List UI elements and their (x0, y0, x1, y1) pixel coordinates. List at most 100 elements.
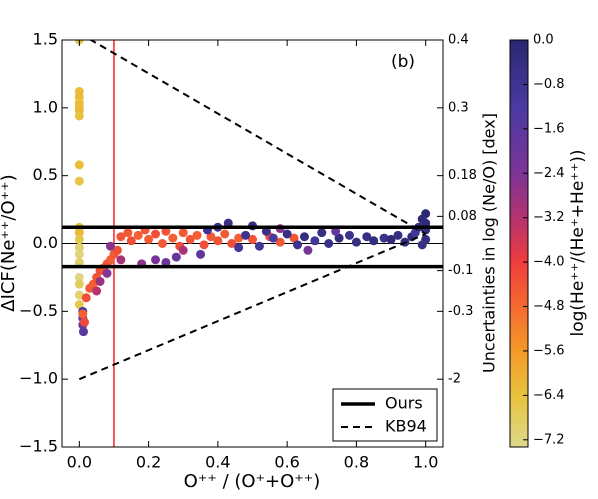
y2-tick-label: -2 (448, 372, 461, 387)
point (379, 233, 389, 243)
y2-tick-label: 0.3 (448, 100, 469, 115)
colorbar-tick-label: −4.8 (533, 299, 565, 314)
legend-label: Ours (385, 394, 423, 413)
point (310, 236, 320, 246)
colorbar-tick-label: −0.8 (533, 77, 565, 92)
point (289, 233, 299, 243)
point (275, 237, 285, 247)
colorbar-tick-label: −4.0 (533, 255, 565, 270)
point (151, 229, 161, 239)
y2-tick-label: -0.3 (448, 304, 473, 319)
point (74, 234, 84, 244)
point (105, 241, 115, 251)
x-tick-label: 0.8 (344, 453, 369, 472)
point (178, 245, 188, 255)
point (282, 229, 292, 239)
point (213, 236, 223, 246)
point (299, 232, 309, 242)
point (393, 230, 403, 240)
x-axis-label: O⁺⁺ / (O⁺+O⁺⁺) (184, 471, 321, 492)
x-tick-label: 0.0 (67, 453, 92, 472)
point (78, 309, 88, 319)
point (95, 276, 105, 286)
plot-layer (62, 40, 443, 447)
point (351, 237, 361, 247)
x-tick-label: 1.0 (413, 453, 438, 472)
colorbar-tick-label: −6.4 (533, 388, 565, 403)
series-line (78, 233, 427, 381)
point (80, 317, 90, 327)
point (324, 239, 334, 248)
y2-tick-label: 0.18 (448, 168, 477, 183)
point (168, 233, 178, 243)
point (74, 257, 84, 267)
colorbar-tick-label: −2.4 (533, 166, 565, 181)
colorbar-tick-label: −5.6 (533, 343, 565, 358)
y2-tick-label: 0.08 (448, 209, 477, 224)
point (223, 218, 233, 228)
y-axis-label: ΔICF(Ne⁺⁺/O⁺⁺) (0, 174, 19, 311)
point (369, 236, 379, 246)
point (161, 226, 171, 236)
point (293, 240, 303, 250)
point (74, 300, 84, 310)
point (421, 209, 431, 219)
x-tick-label: 0.6 (274, 453, 299, 472)
point (261, 226, 271, 236)
point (417, 240, 427, 250)
point (199, 240, 209, 250)
point (248, 234, 257, 244)
point (74, 160, 84, 170)
point (227, 239, 237, 248)
point (334, 233, 344, 243)
point (234, 243, 244, 253)
colorbar-label: log(He⁺⁺/(He⁺+He⁺⁺)) (568, 149, 588, 336)
point (92, 286, 102, 296)
point (362, 232, 372, 242)
y-tick-label: −1.0 (19, 369, 58, 388)
point (74, 228, 84, 238)
point (317, 228, 327, 238)
point (161, 257, 171, 267)
point (123, 228, 133, 238)
point (74, 249, 84, 259)
colorbar (509, 39, 529, 448)
point (144, 234, 154, 244)
x-tick-label: 0.4 (205, 453, 230, 472)
point (74, 279, 84, 289)
point (133, 230, 143, 240)
point (220, 229, 230, 239)
colorbar-tick-label: −3.2 (533, 210, 565, 225)
y-tick-label: 1.5 (33, 30, 58, 49)
point (303, 245, 313, 255)
point (254, 241, 264, 251)
point (102, 268, 112, 278)
colorbar-tick-label: −1.6 (533, 121, 565, 136)
y-tick-label: −1.5 (19, 437, 58, 456)
point (206, 232, 216, 242)
point (157, 239, 167, 248)
point (116, 255, 126, 265)
point (234, 233, 244, 243)
x-tick-label: 0.2 (136, 453, 161, 472)
point (116, 232, 126, 242)
y-tick-label: 1.0 (33, 97, 58, 116)
point (74, 111, 84, 121)
legend-box (332, 388, 438, 442)
annotation: (b) (391, 52, 415, 72)
y-tick-label: −0.5 (19, 301, 58, 320)
point (421, 218, 431, 228)
point (74, 290, 84, 300)
y2-tick-label: 0.4 (448, 33, 469, 48)
point (88, 279, 98, 289)
point (344, 230, 354, 240)
point (178, 228, 188, 238)
legend-label: KB94 (385, 417, 427, 436)
y-tick-label: 0.5 (33, 165, 58, 184)
series-line (89, 40, 427, 235)
y2-axis-label: Uncertainties in log (Ne/O) [dex] (480, 113, 499, 373)
point (74, 243, 84, 253)
point (171, 252, 181, 262)
